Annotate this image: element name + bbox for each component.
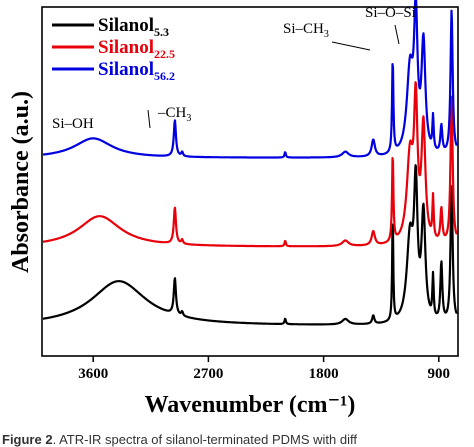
annotation-0: Si–OH bbox=[52, 116, 94, 132]
annotation-pointer-0 bbox=[147, 109, 151, 129]
x-tick-label-900: 900 bbox=[428, 366, 451, 382]
annotation-pointer-2 bbox=[394, 24, 400, 45]
plot-frame bbox=[41, 6, 459, 357]
series-line-22.5 bbox=[42, 81, 458, 248]
series-line-5.3 bbox=[42, 164, 458, 326]
x-tick-label-2700: 2700 bbox=[193, 366, 223, 382]
x-axis-ticks: 3600 2700 1800 900 bbox=[78, 356, 450, 382]
series-line-56.2 bbox=[42, 0, 458, 159]
ir-spectrum-chart: 3600 2700 1800 900 Silanol5.3Silanol22.5Sil… bbox=[8, 0, 459, 418]
figure-caption: Figure 2. ATR-IR spectra of silanol-term… bbox=[2, 432, 357, 447]
spectra-series-layer bbox=[42, 0, 458, 326]
x-tick-label-3600: 3600 bbox=[78, 366, 108, 382]
annotation-3: Si–O–Si bbox=[365, 5, 416, 21]
annotation-2: Si–CH3 bbox=[283, 21, 329, 40]
legend-entry-56.2: Silanol56.2 bbox=[98, 59, 175, 83]
legend-entry-5.3: Silanol5.3 bbox=[98, 15, 169, 39]
annotation-pointer-1 bbox=[331, 41, 371, 51]
caption-text: . ATR-IR spectra of silanol-terminated P… bbox=[52, 432, 357, 447]
x-axis-label: Wavenumber (cm⁻¹) bbox=[145, 392, 356, 418]
y-axis-label: Absorbance (a.u.) bbox=[8, 91, 34, 273]
caption-label: Figure 2 bbox=[2, 432, 53, 447]
legend-entry-22.5: Silanol22.5 bbox=[98, 37, 175, 61]
x-tick-label-1800: 1800 bbox=[309, 366, 339, 382]
annotation-1: –CH3 bbox=[157, 105, 191, 124]
peak-annotations: Si–OH –CH3 Si–CH3 Si–O–Si bbox=[52, 5, 416, 132]
